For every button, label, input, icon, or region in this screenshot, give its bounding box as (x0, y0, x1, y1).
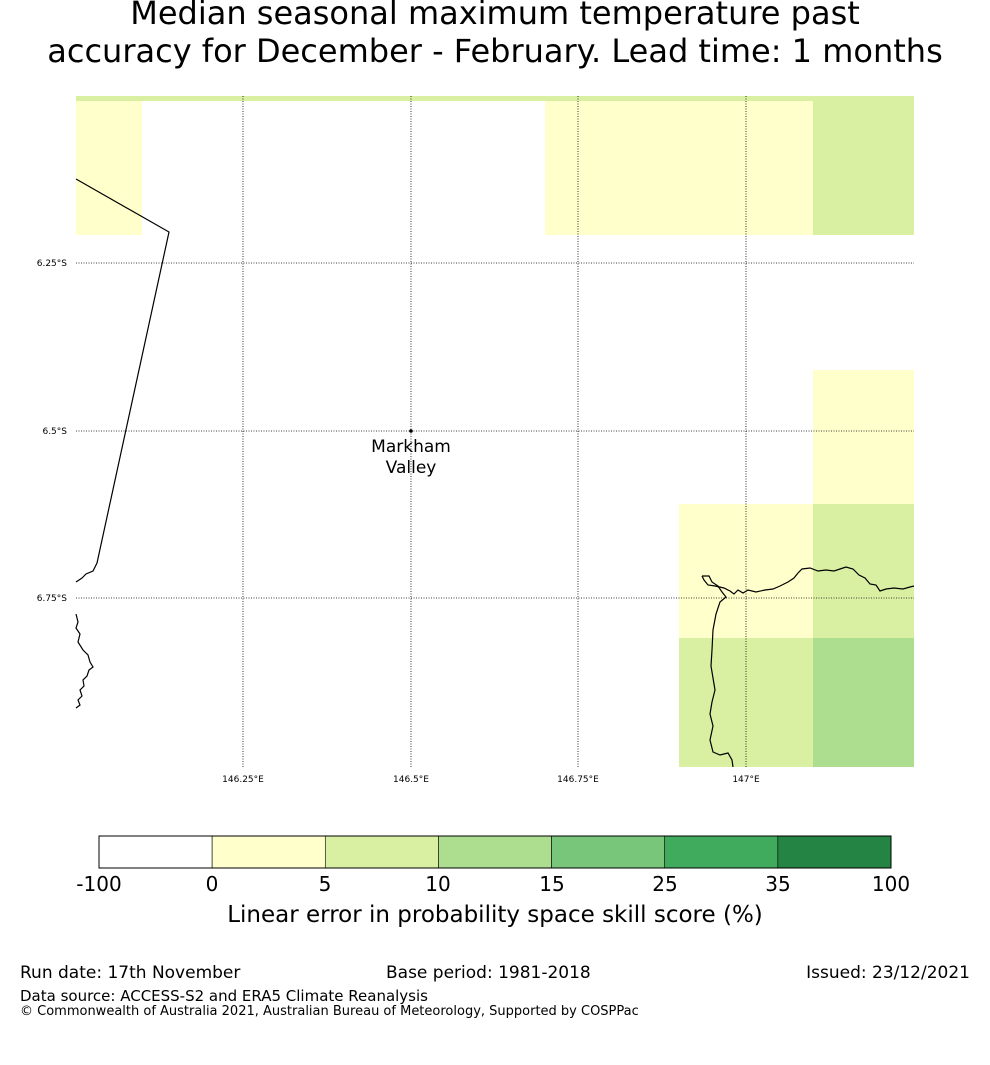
colorbar-cell (664, 835, 779, 869)
lat-label: 6.25°S (37, 259, 68, 269)
colorbar-tick: 35 (765, 872, 791, 896)
map-title: Median seasonal maximum temperature past… (0, 0, 990, 70)
grid-cell (813, 504, 914, 638)
colorbar-label: Linear error in probability space skill … (227, 902, 763, 928)
base-period: Base period: 1981-2018 (386, 963, 591, 983)
grid-cell (76, 96, 914, 101)
lon-label: 146.5°E (393, 775, 429, 785)
coastline-north (701, 566, 915, 595)
grid-cell (813, 101, 914, 235)
copyright: © Commonwealth of Australia 2021, Austra… (20, 1004, 639, 1019)
colorbar-tick: 15 (539, 872, 565, 896)
place-name-line-2: Valley (386, 458, 437, 478)
colorbar-tick: 100 (871, 872, 911, 896)
colorbar-tick: 5 (318, 872, 332, 896)
issued-date: Issued: 23/12/2021 (806, 963, 970, 983)
lat-label: 6.75°S (37, 594, 68, 604)
lon-label: 147°E (732, 775, 760, 785)
run-date: Run date: 17th November (20, 963, 241, 983)
colorbar (98, 835, 892, 869)
colorbar-cell (98, 835, 213, 869)
lat-label: 6.5°S (42, 427, 67, 437)
title-line-2: accuracy for December - February. Lead t… (47, 32, 943, 70)
colorbar-cell (777, 835, 892, 869)
place-marker (409, 429, 413, 433)
colorbar-frame (98, 835, 892, 869)
grid-cell (76, 101, 142, 235)
colorbar-cell (211, 835, 326, 869)
grid-cell (679, 638, 813, 767)
colorbar-cell (551, 835, 666, 869)
skill-grid (76, 96, 914, 767)
colorbar-tick: -100 (76, 872, 122, 896)
title-line-1: Median seasonal maximum temperature past (130, 0, 860, 32)
grid-cell (545, 101, 813, 235)
colorbar-tick: 25 (652, 872, 678, 896)
data-source: Data source: ACCESS-S2 and ERA5 Climate … (20, 987, 428, 1005)
place-name-line-1: Markham (371, 437, 451, 457)
coastline-east (702, 575, 734, 768)
coastlines (75, 178, 915, 768)
grid-cell (813, 370, 914, 504)
lon-label: 146.75°E (557, 775, 599, 785)
coastline-west (75, 613, 94, 709)
grid-cell (813, 638, 914, 767)
colorbar-tick: 0 (205, 872, 219, 896)
colorbar-cell (438, 835, 552, 869)
border-line (75, 178, 170, 583)
lon-label: 146.25°E (222, 775, 264, 785)
colorbar-cell (324, 835, 439, 869)
colorbar-tick: 10 (425, 872, 451, 896)
